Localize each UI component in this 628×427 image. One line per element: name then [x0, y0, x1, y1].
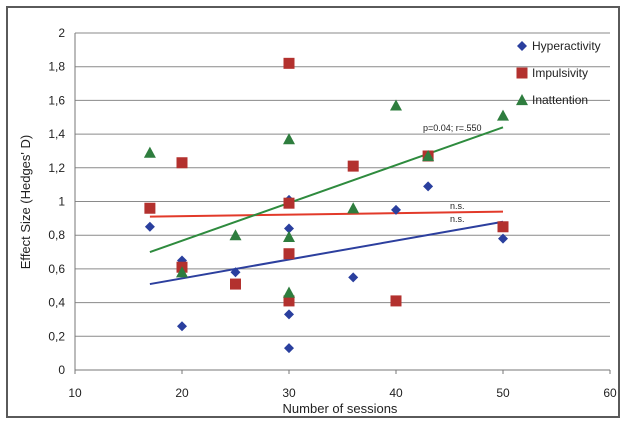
impulsivity-point	[144, 202, 156, 214]
legend: Hyperactivity Impulsivity Inattention	[516, 39, 601, 107]
legend-marker-hyperactivity	[517, 41, 527, 51]
hyperactivity-point	[284, 223, 294, 234]
inattention-point	[176, 266, 188, 278]
gridlines	[75, 32, 610, 337]
inattention-point	[347, 202, 360, 214]
inattention-point	[283, 230, 295, 242]
hyperactivity-point	[498, 233, 508, 244]
inattention-trend-line	[149, 126, 504, 253]
x-tick-label: 20	[175, 386, 189, 400]
inattention-point	[229, 229, 242, 241]
data-points	[143, 57, 509, 354]
x-tick-label: 30	[282, 386, 296, 400]
impulsivity-point	[283, 197, 295, 209]
impulsivity-point	[176, 157, 188, 169]
y-tick-label: 1,8	[48, 60, 65, 74]
impulsivity-point	[497, 221, 509, 233]
legend-label-hyperactivity: Hyperactivity	[532, 39, 601, 53]
inattention-point	[283, 133, 295, 145]
impulsivity-point	[283, 248, 295, 260]
hyperactivity-point	[284, 343, 294, 354]
y-tick-label: 0,6	[48, 262, 65, 276]
y-tick-label: 1,4	[48, 127, 65, 141]
impulsivity-trend-annotation: n.s.	[450, 201, 465, 211]
y-axis-label: Effect Size (Hedges' D)	[18, 135, 33, 269]
inattention-point	[283, 286, 295, 298]
axes	[74, 33, 611, 374]
inattention-point	[422, 150, 435, 162]
y-tick-label: 0,8	[48, 228, 65, 242]
x-tick-label: 60	[603, 386, 617, 400]
y-tick-label: 2	[58, 26, 65, 40]
y-tick-label: 1,2	[48, 161, 65, 175]
hyperactivity-point	[423, 181, 434, 192]
hyperactivity-trend-annotation: n.s.	[450, 214, 465, 224]
y-tick-labels: 0 0,2 0,4 0,6 0,8 1 1,2 1,4 1,6 1,8 2	[48, 26, 65, 377]
y-tick-label: 1	[58, 195, 65, 209]
y-tick-label: 0,4	[48, 296, 65, 310]
trend-annotations: n.s. n.s. p=0.04; r=.550	[423, 123, 482, 224]
impulsivity-trend-line	[149, 210, 504, 218]
legend-marker-impulsivity	[516, 67, 528, 79]
inattention-point	[390, 99, 402, 111]
inattention-point	[497, 109, 509, 121]
legend-label-inattention: Inattention	[532, 93, 588, 107]
impulsivity-point	[230, 278, 241, 290]
y-tick-label: 0,2	[48, 329, 65, 343]
impulsivity-point	[283, 57, 295, 69]
trend-lines	[149, 126, 504, 286]
impulsivity-point	[390, 295, 402, 307]
hyperactivity-point	[144, 221, 155, 232]
impulsivity-point	[347, 160, 359, 172]
y-tick-label: 1,6	[48, 93, 65, 107]
x-tick-label: 50	[496, 386, 510, 400]
impulsivity-point	[283, 295, 295, 307]
hyperactivity-trend-line	[149, 220, 504, 286]
legend-label-impulsivity: Impulsivity	[532, 66, 588, 80]
y-tick-label: 0	[58, 363, 65, 377]
hyperactivity-point	[230, 267, 241, 278]
inattention-point	[143, 146, 156, 158]
hyperactivity-point	[348, 272, 359, 283]
x-tick-label: 10	[68, 386, 82, 400]
x-axis-label: Number of sessions	[283, 401, 398, 416]
x-tick-labels: 10 20 30 40 50 60	[68, 386, 617, 400]
hyperactivity-point	[391, 204, 401, 215]
legend-marker-inattention	[516, 94, 528, 106]
inattention-trend-annotation: p=0.04; r=.550	[423, 123, 482, 133]
hyperactivity-point	[284, 309, 294, 320]
hyperactivity-point	[177, 321, 187, 332]
x-tick-label: 40	[389, 386, 403, 400]
